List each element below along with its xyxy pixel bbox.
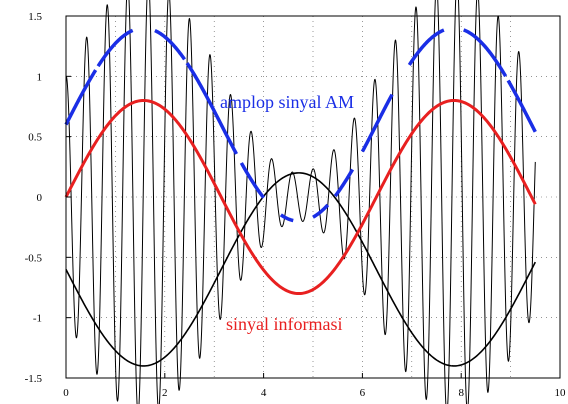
y-tick-label: -1.5 <box>25 373 43 385</box>
am-envelope-segment <box>506 79 537 133</box>
annotation-sinyal-informasi: sinyal informasi <box>226 314 342 334</box>
plot-traces <box>64 0 537 404</box>
series-envelope-lower <box>65 172 537 367</box>
y-tick-label: 0 <box>37 192 43 204</box>
y-tick-label: 1.5 <box>28 11 42 23</box>
am-envelope-segment <box>360 93 394 153</box>
am-envelope-segment <box>407 28 445 66</box>
y-tick-label: -0.5 <box>25 252 43 264</box>
x-tick-label: 4 <box>261 387 267 399</box>
am-envelope-segment <box>239 162 265 199</box>
axis-ticks: 0 2 4 6 8 10 1.5 1 0.5 0 -0.5 -1 -1.5 <box>25 11 566 399</box>
am-envelope-segment <box>96 28 134 68</box>
am-envelope-segment <box>279 213 294 223</box>
series-information-signal <box>64 98 537 296</box>
y-tick-label: -1 <box>33 313 42 325</box>
x-tick-label: 10 <box>555 387 567 399</box>
am-envelope-segment <box>333 168 355 198</box>
am-envelope-segment <box>185 62 238 155</box>
x-tick-label: 6 <box>360 387 366 399</box>
am-envelope-segment <box>154 28 186 61</box>
y-tick-label: 1 <box>37 71 43 83</box>
x-tick-label: 0 <box>63 387 69 399</box>
y-tick-label: 0.5 <box>28 132 42 144</box>
am-envelope-segment <box>312 203 330 219</box>
series-modulated-carrier <box>65 0 536 404</box>
annotation-amplop-sinyal-am: amplop sinyal AM <box>220 92 354 112</box>
x-tick-label: 8 <box>458 387 464 399</box>
am-envelope-segment <box>64 69 98 126</box>
x-tick-label: 2 <box>162 387 168 399</box>
am-envelope-segment <box>463 28 508 78</box>
